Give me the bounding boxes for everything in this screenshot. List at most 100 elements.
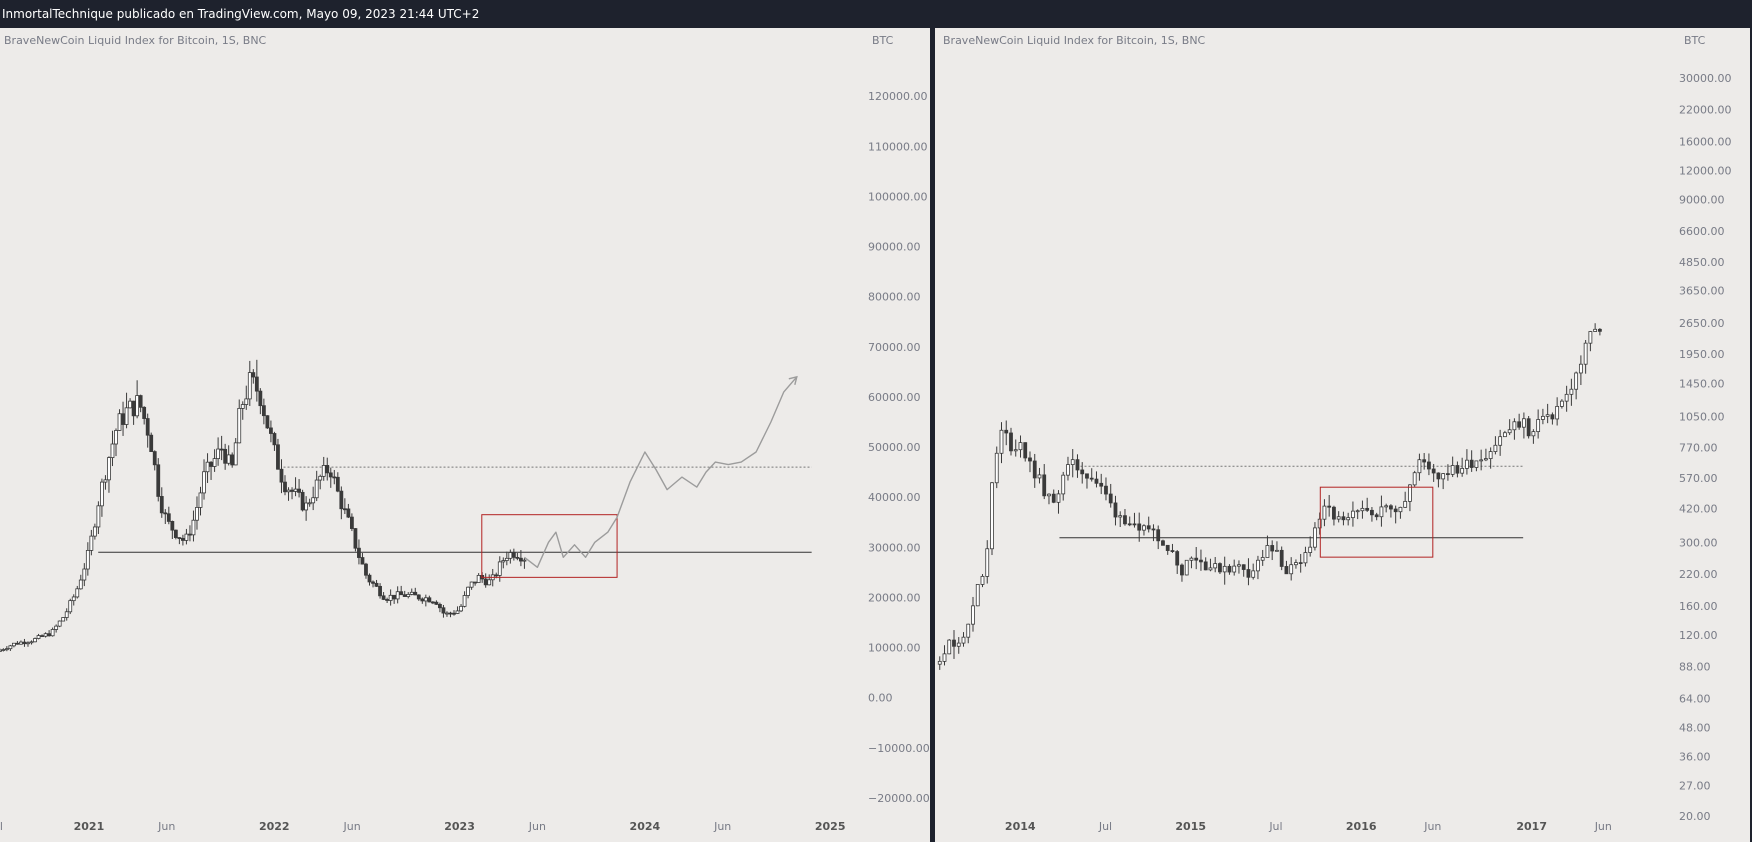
candle-down <box>1009 432 1013 452</box>
candle-down <box>1132 523 1137 526</box>
chart-panel-left[interactable]: BraveNewCoin Liquid Index for Bitcoin, 1… <box>0 28 930 842</box>
candle-up <box>1265 545 1270 558</box>
candle-up <box>1213 563 1218 569</box>
candle-up <box>1450 465 1455 475</box>
candle-up <box>487 579 492 586</box>
candle-up <box>33 638 37 643</box>
candle-up <box>501 560 506 563</box>
chart-canvas-right[interactable]: 30000.00 22000.00 16000.00 12000.00 9000.00 6… <box>935 28 1750 842</box>
candle-down <box>1203 561 1208 571</box>
projection-arrowhead <box>788 375 798 386</box>
candle-up <box>233 442 238 466</box>
candle-up <box>1398 506 1403 513</box>
candle-down <box>1094 478 1099 484</box>
y-tick-label: 100000.00 <box>868 190 928 203</box>
y-tick-label: 60000.00 <box>868 391 921 404</box>
candle-up <box>466 586 470 596</box>
candle-down <box>265 415 270 429</box>
projection-path <box>523 376 798 568</box>
candle-down <box>1032 460 1037 479</box>
candle-down <box>1075 459 1080 471</box>
candle-down <box>1446 473 1450 476</box>
candle-up <box>1564 393 1569 402</box>
candle-up <box>522 559 527 562</box>
candle-up <box>304 502 309 511</box>
y-tick-label: 40000.00 <box>868 491 921 504</box>
y-tick-label: 4850.00 <box>1679 256 1725 269</box>
candle-up <box>1555 406 1560 420</box>
candle-up <box>1379 506 1384 518</box>
candle-down <box>381 595 386 600</box>
range-box <box>1319 486 1434 558</box>
y-tick-label: 220.00 <box>1679 568 1718 581</box>
candle-up <box>64 611 69 618</box>
candle-down <box>170 521 175 531</box>
candle-up <box>1503 432 1507 438</box>
y-tick-label: 80000.00 <box>868 291 921 304</box>
candle-down <box>177 537 182 539</box>
candle-down <box>121 413 125 425</box>
candle-up <box>961 636 966 644</box>
candle-up <box>1493 444 1498 452</box>
candle-down <box>1113 502 1118 518</box>
candle-up <box>247 372 252 400</box>
candle-down <box>1436 472 1441 480</box>
y-tick-label: 30000.00 <box>868 541 921 554</box>
candle-up <box>61 617 66 622</box>
candle-down <box>392 594 397 600</box>
candle-down <box>223 448 228 464</box>
candle-down <box>1422 459 1427 463</box>
y-tick-label: 88.00 <box>1679 660 1711 673</box>
candle-up <box>1317 518 1322 529</box>
candle-up <box>508 552 513 559</box>
y-tick-label: 300.00 <box>1679 537 1718 550</box>
candle-up <box>1289 564 1294 575</box>
candle-down <box>1393 508 1398 513</box>
candle-down <box>163 512 168 515</box>
candle-down <box>269 427 273 434</box>
candle-up <box>1294 562 1298 566</box>
candle-down <box>1469 459 1474 468</box>
y-tick-label: 110000.00 <box>868 140 928 153</box>
candle-down <box>209 461 213 467</box>
candle-up <box>1142 525 1146 531</box>
chart-canvas-left[interactable]: 120000.00 110000.00 100000.00 90000.00 80000… <box>0 28 930 842</box>
candle-up <box>321 465 326 477</box>
y-tick-label: 20000.00 <box>868 591 921 604</box>
panel-divider[interactable] <box>930 28 935 842</box>
candle-down <box>230 454 235 466</box>
attribution-bar: InmortalTechnique publicado en TradingVi… <box>0 0 1752 28</box>
candle-down <box>515 556 520 559</box>
candle-up <box>107 457 111 481</box>
candle-up <box>1521 418 1526 428</box>
candle-down <box>339 490 344 510</box>
y-tick-label: 22000.00 <box>1679 103 1732 116</box>
candle-up <box>307 502 312 505</box>
candle-down <box>441 607 446 614</box>
candle-down <box>1279 549 1284 567</box>
y-tick-label: 64.00 <box>1679 693 1711 706</box>
candle-down <box>335 476 340 492</box>
candle-up <box>1540 415 1545 420</box>
x-tick-label: Jun <box>157 820 175 833</box>
candle-down <box>1241 564 1246 570</box>
candle-up <box>96 505 101 528</box>
candle-up <box>1275 549 1279 552</box>
candle-up <box>205 461 210 473</box>
candle-up <box>462 595 467 607</box>
candle-up <box>1588 331 1593 344</box>
candle-up <box>4 648 9 651</box>
candle-down <box>378 585 382 597</box>
candle-up <box>1507 429 1512 434</box>
candle-up <box>1232 565 1237 573</box>
candle-up <box>26 642 30 645</box>
candle-up <box>985 548 990 577</box>
candle-down <box>1004 429 1009 434</box>
chart-panel-right[interactable]: BraveNewCoin Liquid Index for Bitcoin, 1… <box>935 28 1752 842</box>
candle-up <box>1460 468 1465 474</box>
y-tick-label: 9000.00 <box>1679 193 1725 206</box>
candle-down <box>1341 516 1346 521</box>
x-tick-label: Jun <box>1594 820 1612 833</box>
candle-down <box>1389 505 1393 510</box>
candle-down <box>1332 506 1336 520</box>
